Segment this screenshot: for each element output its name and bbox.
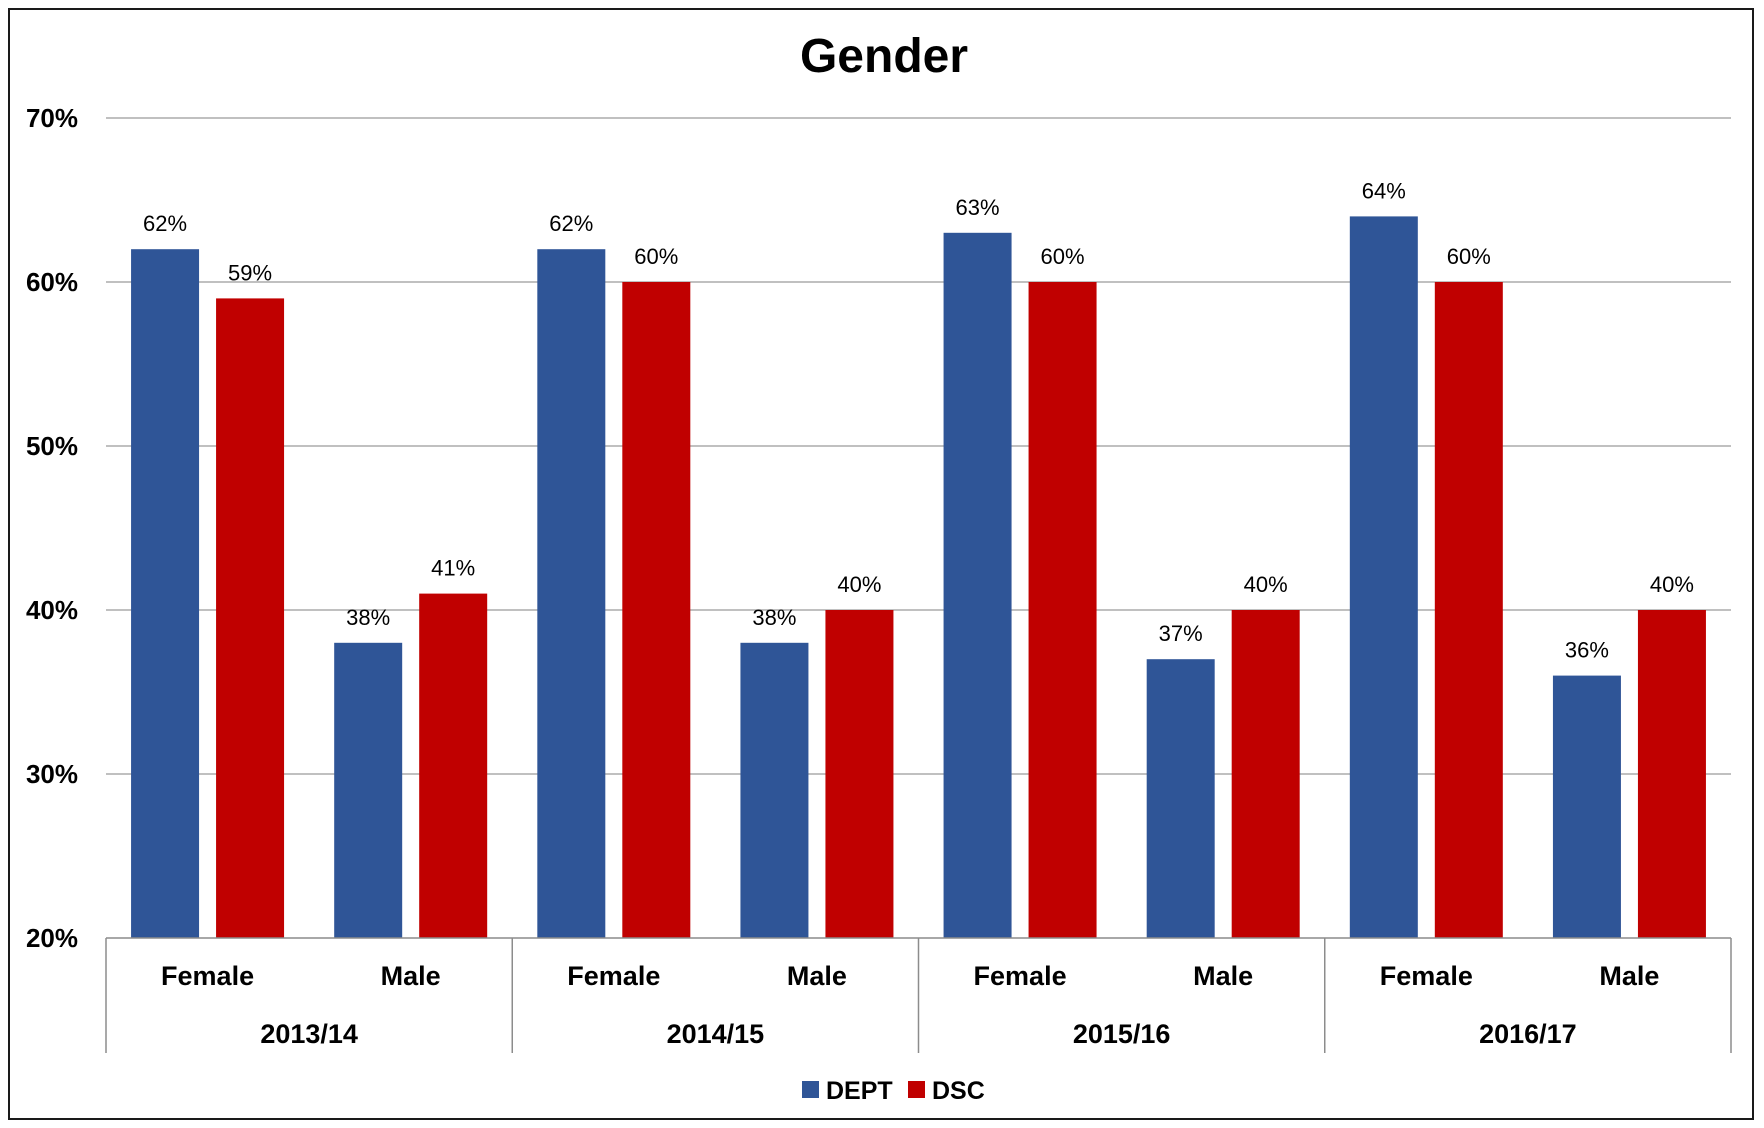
legend: DEPT DSC [802, 1077, 985, 1105]
data-label: 38% [752, 605, 796, 630]
bar-dsc [1231, 610, 1300, 938]
bar-dept [943, 232, 1012, 939]
data-label: 40% [1650, 572, 1694, 597]
data-label: 59% [228, 260, 272, 285]
data-label: 63% [956, 195, 1000, 220]
data-label: 62% [549, 211, 593, 236]
data-label: 37% [1159, 621, 1203, 646]
bar-dsc [825, 610, 894, 938]
data-label: 40% [1244, 572, 1288, 597]
group-label: 2013/14 [260, 1019, 358, 1049]
data-label: 60% [1447, 244, 1491, 269]
chart-title: Gender [800, 30, 968, 83]
y-tick-label: 40% [26, 595, 78, 625]
x-tick-label: Male [1193, 961, 1253, 991]
bar-dept [334, 642, 403, 938]
bars [131, 216, 1706, 939]
data-label: 40% [837, 572, 881, 597]
bar-dept [537, 249, 606, 938]
bar-dept [1146, 659, 1215, 938]
x-tick-label: Male [787, 961, 847, 991]
group-label: 2016/17 [1479, 1019, 1577, 1049]
legend-label-dsc: DSC [932, 1077, 985, 1105]
bar-dsc [1637, 610, 1706, 938]
y-tick-label: 50% [26, 431, 78, 461]
data-label: 64% [1362, 178, 1406, 203]
group-label: 2015/16 [1073, 1019, 1171, 1049]
bar-dept [1552, 675, 1621, 938]
data-label: 60% [1041, 244, 1085, 269]
axes: 20% 30% 40% 50% 60% 70% Female Male Female Male Fe… [26, 103, 1732, 1053]
bar-dept [740, 642, 809, 938]
bar-dsc [1434, 282, 1503, 938]
y-tick-label: 60% [26, 267, 78, 297]
data-label: 36% [1565, 638, 1609, 663]
y-tick-label: 20% [26, 923, 78, 953]
y-tick-label: 70% [26, 103, 78, 133]
data-label: 38% [346, 605, 390, 630]
x-tick-label: Female [974, 961, 1067, 991]
bar-dsc [1028, 282, 1097, 938]
x-tick-label: Male [1599, 961, 1659, 991]
x-tick-label: Female [1380, 961, 1473, 991]
legend-swatch-dsc [908, 1081, 925, 1098]
data-label: 41% [431, 556, 475, 581]
legend-swatch-dept [802, 1081, 819, 1098]
x-tick-label: Female [567, 961, 660, 991]
bar-dept [131, 249, 200, 938]
group-label: 2014/15 [667, 1019, 765, 1049]
data-label: 62% [143, 211, 187, 236]
bar-dsc [622, 282, 691, 938]
bar-dsc [216, 298, 285, 938]
y-tick-label: 30% [26, 759, 78, 789]
bar-dept [1349, 216, 1418, 938]
bar-dsc [419, 593, 488, 938]
x-tick-label: Male [381, 961, 441, 991]
x-tick-label: Female [161, 961, 254, 991]
data-labels: 62% 38% 62% 38% 63% 37% 64% 36% 59% 41% 60% 40% 60% 4… [143, 178, 1694, 662]
data-label: 60% [634, 244, 678, 269]
legend-label-dept: DEPT [826, 1077, 893, 1105]
